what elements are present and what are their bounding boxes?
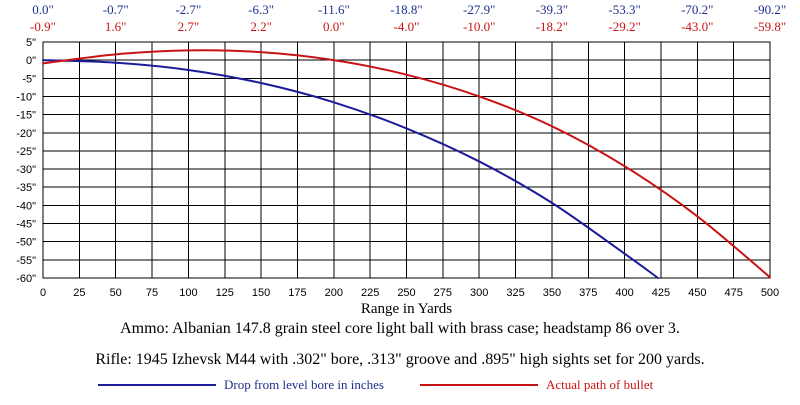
y-tick-label: -20" — [16, 128, 36, 140]
x-tick-label: 225 — [361, 287, 379, 299]
top-drop-label: -11.6" — [318, 2, 350, 17]
top-drop-label: -39.3" — [536, 2, 568, 17]
x-tick-label: 75 — [146, 287, 158, 299]
top-path-label: 2.7" — [178, 19, 200, 34]
top-drop-label: -90.2" — [754, 2, 786, 17]
x-tick-label: 375 — [579, 287, 597, 299]
legend-path-swatch — [420, 384, 538, 386]
x-tick-label: 175 — [288, 287, 306, 299]
legend-drop-label: Drop from level bore in inches — [224, 377, 384, 392]
x-tick-label: 425 — [652, 287, 670, 299]
legend-path-label: Actual path of bullet — [546, 377, 654, 392]
y-tick-label: -5" — [22, 73, 36, 85]
top-drop-label: -6.3" — [248, 2, 274, 17]
top-drop-label: -0.7" — [103, 2, 129, 17]
top-path-label: -59.8" — [754, 19, 786, 34]
top-path-label: -18.2" — [536, 19, 568, 34]
y-tick-label: -40" — [16, 200, 36, 212]
x-tick-label: 50 — [110, 287, 122, 299]
y-tick-label: -50" — [16, 237, 36, 249]
x-tick-label: 500 — [761, 287, 779, 299]
top-drop-label: 0.0" — [32, 2, 54, 17]
drop-series-line — [42, 59, 660, 279]
top-path-label: -4.0" — [394, 19, 420, 34]
y-tick-label: -45" — [16, 219, 36, 231]
x-tick-label: 300 — [470, 287, 488, 299]
rifle-caption: Rifle: 1945 Izhevsk M44 with .302" bore,… — [95, 351, 705, 368]
top-drop-label: -2.7" — [175, 2, 201, 17]
y-tick-label: -10" — [16, 91, 36, 103]
x-tick-label: 100 — [179, 287, 197, 299]
x-tick-label: 125 — [216, 287, 234, 299]
top-path-label: 0.0" — [323, 19, 345, 34]
legend-drop: Drop from level bore in inches — [98, 377, 384, 393]
y-tick-label: 5" — [26, 37, 36, 49]
x-tick-label: 400 — [615, 287, 633, 299]
y-tick-label: -15" — [16, 110, 36, 122]
top-path-label: -43.0" — [681, 19, 713, 34]
x-tick-label: 250 — [397, 287, 415, 299]
x-tick-label: 25 — [73, 287, 85, 299]
x-tick-label: 325 — [506, 287, 524, 299]
ammo-caption: Ammo: Albanian 147.8 grain steel core li… — [120, 320, 680, 337]
y-tick-label: -55" — [16, 255, 36, 267]
path-series-line — [42, 49, 771, 279]
x-tick-label: 200 — [325, 287, 343, 299]
top-drop-label: -27.9" — [463, 2, 495, 17]
top-path-label: -10.0" — [463, 19, 495, 34]
x-tick-label: 275 — [434, 287, 452, 299]
top-path-label: -29.2" — [608, 19, 640, 34]
x-axis-title: Range in Yards — [361, 301, 452, 317]
x-tick-label: 350 — [543, 287, 561, 299]
x-tick-label: 0 — [40, 287, 46, 299]
x-tick-label: 150 — [252, 287, 270, 299]
y-tick-label: -25" — [16, 146, 36, 158]
y-tick-label: -35" — [16, 182, 36, 194]
y-tick-label: -60" — [16, 273, 36, 285]
x-tick-label: 450 — [688, 287, 706, 299]
x-tick-label: 475 — [724, 287, 742, 299]
y-tick-label: -30" — [16, 164, 36, 176]
top-drop-label: -18.8" — [390, 2, 422, 17]
top-path-label: 2.2" — [250, 19, 272, 34]
top-path-label: -0.9" — [30, 19, 56, 34]
top-drop-label: -53.3" — [608, 2, 640, 17]
top-path-label: 1.6" — [105, 19, 127, 34]
top-drop-label: -70.2" — [681, 2, 713, 17]
legend-drop-swatch — [98, 384, 216, 386]
legend-path: Actual path of bullet — [420, 377, 653, 393]
y-tick-label: 0" — [26, 55, 36, 67]
